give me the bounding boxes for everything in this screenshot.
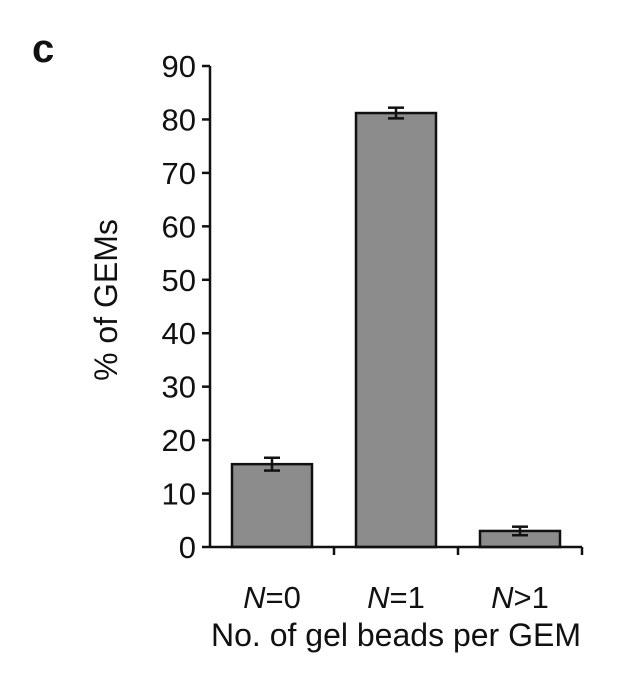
y-tick-label: 70 xyxy=(162,156,196,191)
y-axis-label: % of GEMs xyxy=(88,219,124,381)
x-category-label-0: N=0 xyxy=(243,580,301,615)
error-bar-0 xyxy=(264,456,280,472)
y-tick-label: 50 xyxy=(162,263,196,298)
x-category-label-1: N=1 xyxy=(367,580,425,615)
error-bars-group xyxy=(264,106,528,537)
y-tick-label: 40 xyxy=(162,316,196,351)
error-bar-2 xyxy=(512,525,528,537)
x-category-label-2: N>1 xyxy=(491,580,549,615)
y-tick-label: 90 xyxy=(162,49,196,84)
y-tick-label: 10 xyxy=(162,477,196,512)
x-axis-ticks xyxy=(332,547,584,555)
bar-0 xyxy=(230,462,314,549)
bar-1 xyxy=(354,111,438,549)
y-axis-ticks: 0 10 20 30 40 50 60 70 80 90 xyxy=(162,49,210,565)
y-tick-label: 0 xyxy=(179,530,196,565)
y-tick-label: 60 xyxy=(162,209,196,244)
category-labels: N=0 N=1 N>1 xyxy=(243,580,549,615)
y-tick-label: 20 xyxy=(162,423,196,458)
panel-label: c xyxy=(32,27,54,71)
error-bar-1 xyxy=(388,106,404,120)
y-tick-label: 30 xyxy=(162,370,196,405)
x-axis-label: No. of gel beads per GEM xyxy=(211,617,581,653)
y-tick-label: 80 xyxy=(162,102,196,137)
bars-group xyxy=(230,111,562,549)
